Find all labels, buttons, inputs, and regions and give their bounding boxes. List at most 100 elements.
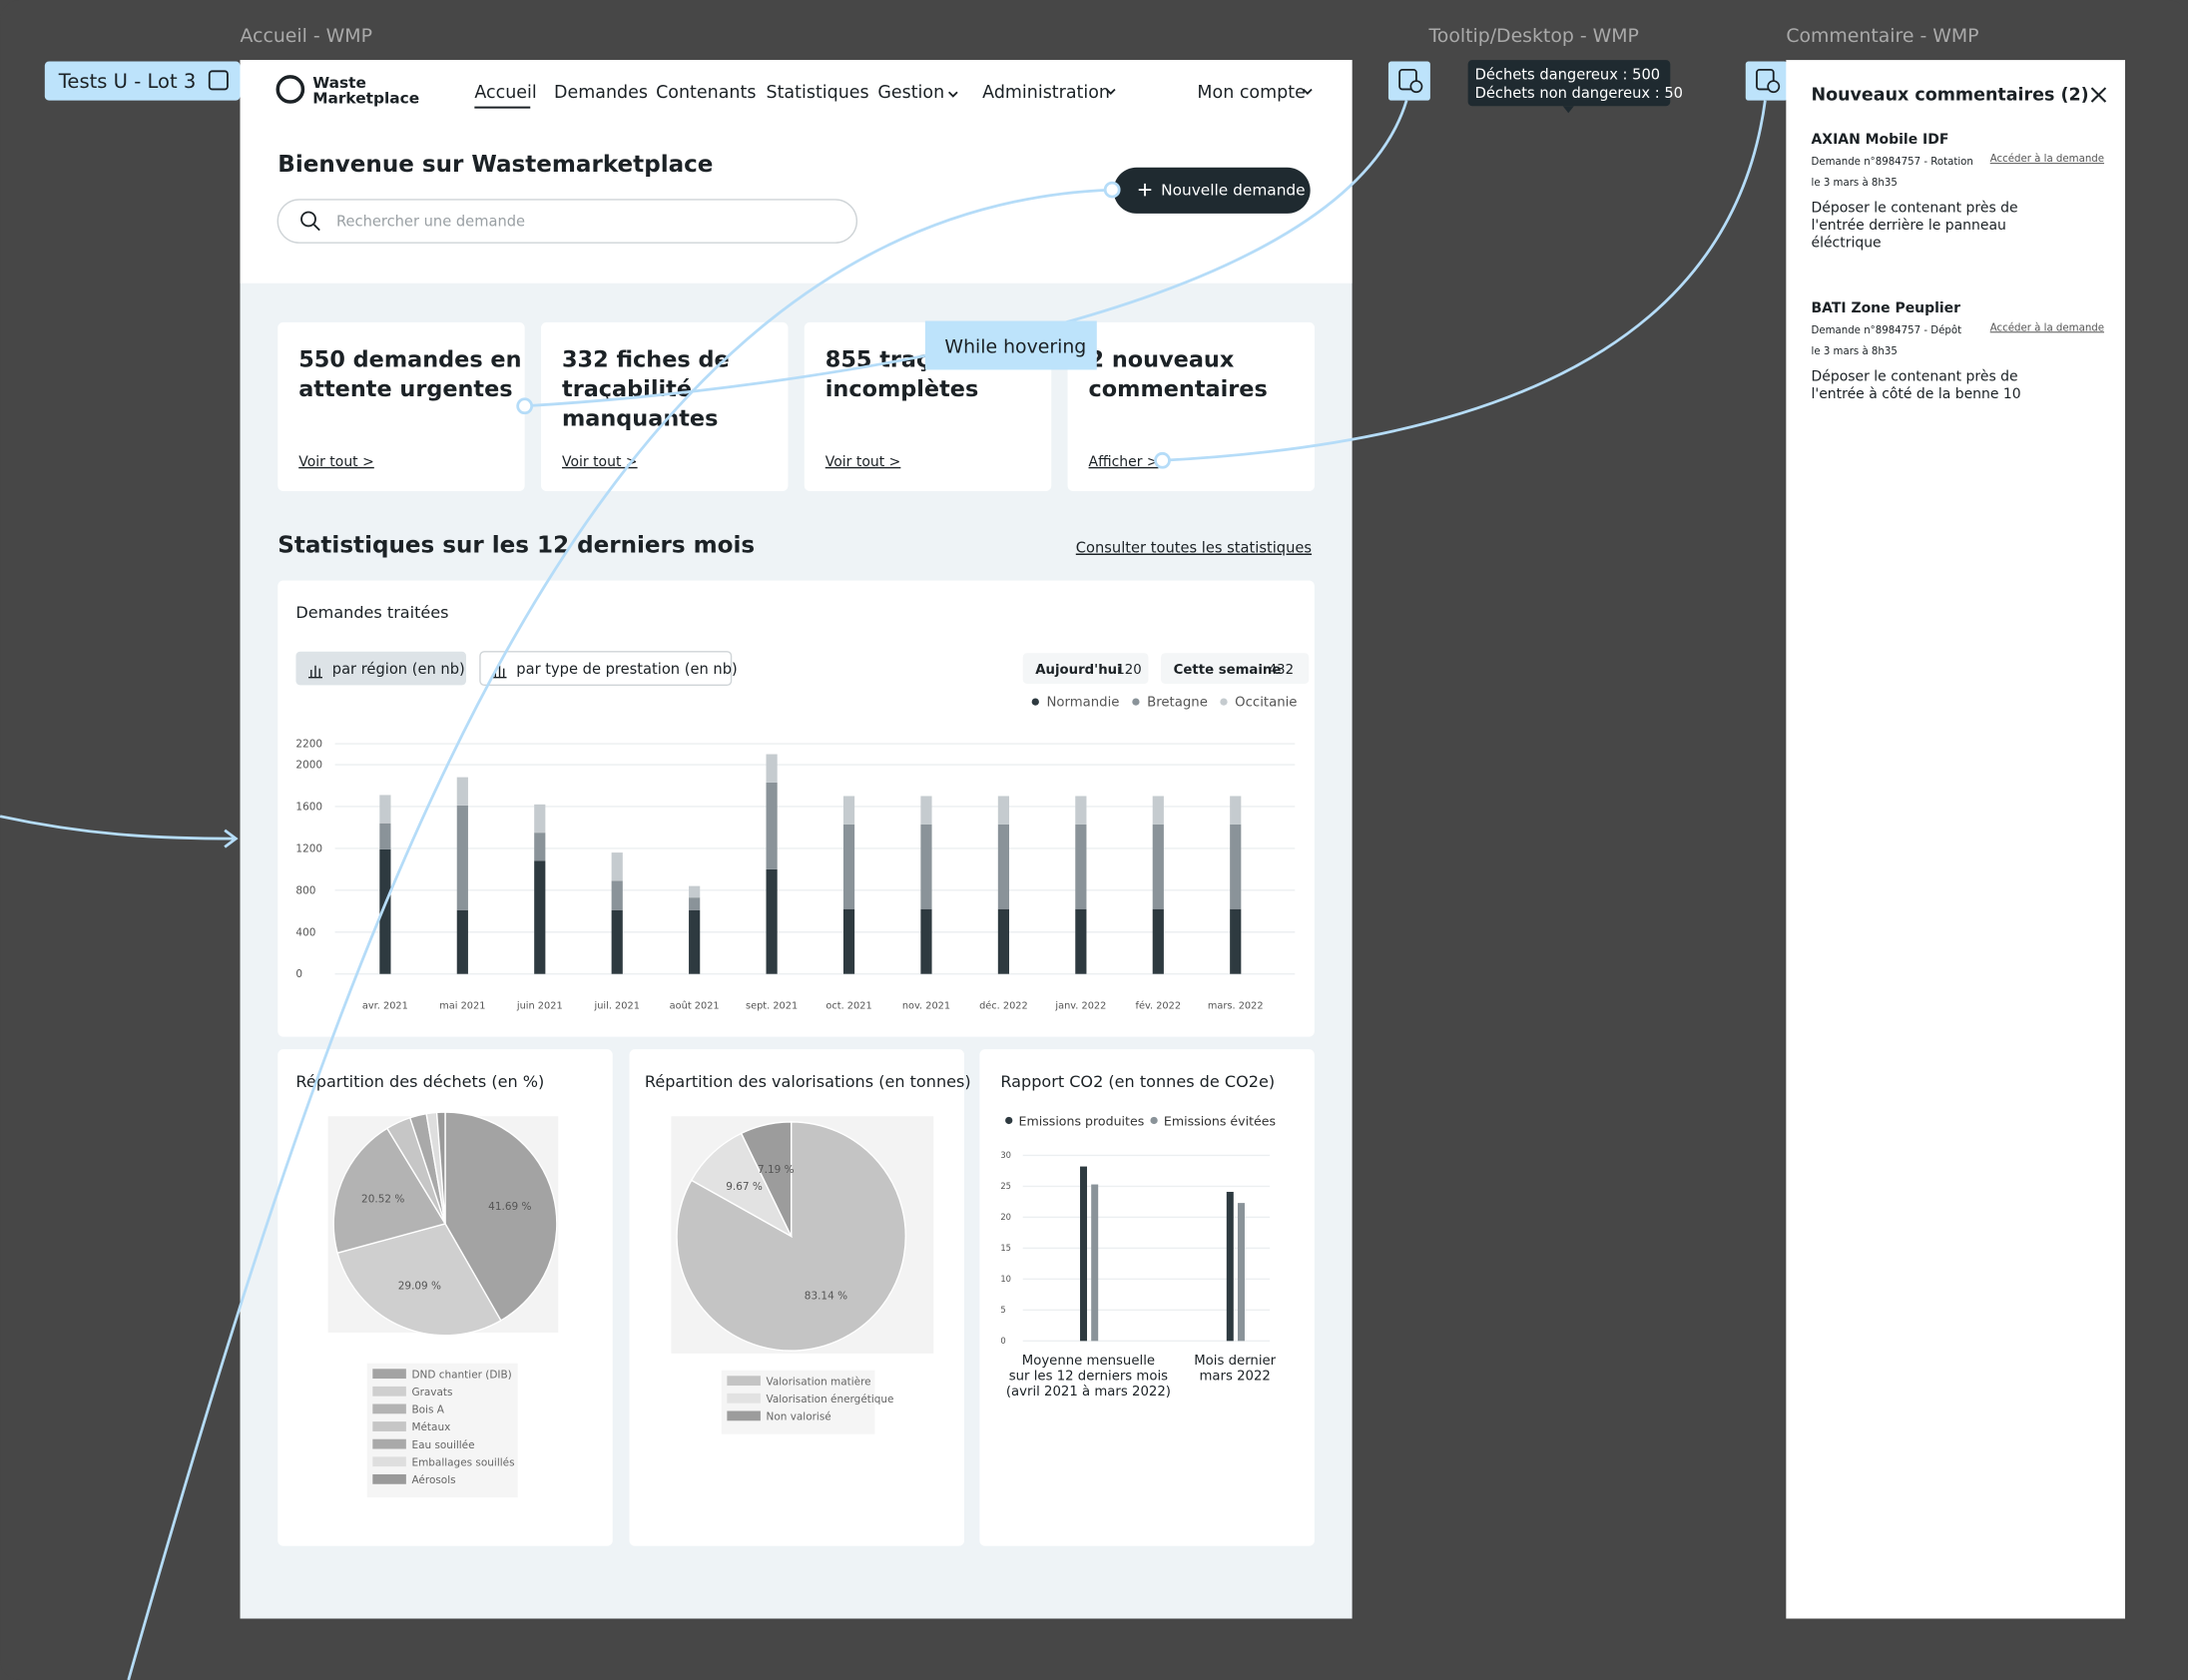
- comment-text: Déposer le contenant près de: [1811, 200, 2017, 216]
- bar-segment: [842, 908, 855, 974]
- x-tick-label: Mois dernier: [1194, 1354, 1276, 1369]
- icon-glyph: [1398, 68, 1417, 91]
- x-tick-label: fév. 2022: [1136, 1000, 1182, 1012]
- chart-title: Demandes traitées: [295, 603, 448, 622]
- comment-text: éléctrique: [1811, 235, 1881, 251]
- legend-label: DND chantier (DIB): [411, 1369, 511, 1381]
- link-node: [1103, 181, 1121, 199]
- stats-title: Statistiques sur les 12 derniers mois: [277, 533, 755, 559]
- bar-segment: [534, 833, 546, 861]
- badge-icon: [208, 70, 229, 91]
- x-tick-label: (avril 2021 à mars 2022): [1006, 1384, 1171, 1400]
- legend-label: Aérosols: [411, 1474, 455, 1486]
- link-line: [1162, 100, 1767, 462]
- nav-item[interactable]: Gestion: [877, 83, 944, 103]
- tab-label: par région (en nb): [332, 661, 465, 678]
- bar: [1080, 1166, 1088, 1342]
- bar-segment: [456, 777, 468, 806]
- nav-item[interactable]: Accueil: [474, 83, 536, 103]
- chart-title: Répartition des déchets (en %): [295, 1072, 544, 1091]
- legend-label: Eau souillée: [411, 1439, 474, 1451]
- new-request-button[interactable]: [1113, 167, 1311, 214]
- legend-swatch: [372, 1438, 406, 1449]
- pie-slice: [444, 1111, 558, 1322]
- comment-panel: [1786, 60, 2126, 1619]
- x-tick-label: avr. 2021: [362, 1001, 408, 1012]
- comment-icon[interactable]: [1387, 61, 1430, 101]
- legend-swatch: [372, 1369, 406, 1380]
- bar-segment: [766, 782, 778, 869]
- legend-swatch: [372, 1403, 406, 1414]
- legend-swatch: [372, 1456, 406, 1467]
- link-node: [516, 397, 534, 415]
- x-tick-label: mars. 2022: [1208, 1001, 1264, 1012]
- x-tick-label: janv. 2022: [1054, 1001, 1106, 1012]
- card: [277, 321, 525, 492]
- comment-icon[interactable]: [1745, 61, 1788, 101]
- card-title: incomplètes: [825, 376, 979, 402]
- icon-glyph: [1767, 80, 1781, 94]
- bar-segment: [997, 796, 1010, 825]
- y-tick-label: 400: [295, 926, 315, 938]
- stats-link[interactable]: Consulter toutes les statistiques: [1076, 540, 1312, 557]
- close-button[interactable]: [2090, 87, 2107, 103]
- bar-segment: [689, 897, 701, 910]
- bar-segment: [920, 908, 932, 974]
- tooltip: [1467, 60, 1671, 107]
- card-link[interactable]: Voir tout >: [562, 454, 638, 470]
- bar-segment: [611, 880, 623, 910]
- slice-label: 9.67 %: [726, 1181, 763, 1193]
- chart-title: Rapport CO2 (en tonnes de CO2e): [1000, 1072, 1275, 1091]
- link-node: [1154, 451, 1171, 469]
- tooltip-pointer: [1562, 106, 1574, 114]
- comment-link[interactable]: Accéder à la demande: [1990, 153, 2104, 165]
- nav-item[interactable]: Statistiques: [767, 83, 869, 103]
- card-link[interactable]: Voir tout >: [825, 454, 901, 470]
- comment-text: l'entrée à côté de la benne 10: [1811, 386, 2020, 402]
- tab-icon: [308, 665, 322, 679]
- tab[interactable]: [295, 651, 466, 686]
- card-link[interactable]: Voir tout >: [298, 454, 374, 470]
- bar-segment: [379, 848, 391, 974]
- x-tick-label: sur les 12 derniers mois: [1009, 1369, 1168, 1384]
- slice-label: 29.09 %: [398, 1280, 441, 1292]
- nav-item[interactable]: Contenants: [656, 83, 756, 103]
- tab[interactable]: [479, 651, 733, 687]
- search-icon: [312, 224, 320, 232]
- account[interactable]: Mon compte: [1197, 83, 1305, 103]
- x-tick-label: mars 2022: [1199, 1369, 1270, 1384]
- bar: [1091, 1184, 1099, 1342]
- link-line: [0, 815, 235, 840]
- bar-segment: [997, 908, 1010, 974]
- y-tick-label: 0: [295, 968, 302, 980]
- y-tick-label: 10: [1000, 1274, 1011, 1284]
- comment-link[interactable]: Accéder à la demande: [1990, 321, 2104, 333]
- badge[interactable]: [44, 61, 241, 101]
- x-tick-label: nov. 2021: [902, 1001, 950, 1012]
- legend-label: Valorisation matière: [767, 1376, 871, 1388]
- badge-text: Tests U - Lot 3: [58, 70, 197, 93]
- hover-label-text: While hovering: [944, 336, 1086, 358]
- link-line: [127, 188, 1113, 1680]
- card: [1067, 321, 1315, 492]
- comment-text: Déposer le contenant près de: [1811, 369, 2017, 385]
- search[interactable]: [276, 199, 858, 244]
- legend-label: Emballages souillés: [411, 1456, 514, 1468]
- card-title: 550 demandes en: [298, 347, 521, 373]
- legend-swatch: [372, 1421, 406, 1431]
- slice-label: 41.69 %: [488, 1201, 531, 1213]
- hover-label: [924, 320, 1097, 370]
- charts: Demandes traitées par région (en nb) par t…: [295, 603, 1310, 1498]
- panel-title: Nouveaux commentaires (2): [1811, 86, 2088, 106]
- bar-segment: [534, 804, 546, 834]
- card-link[interactable]: Afficher >: [1089, 454, 1159, 470]
- comment-date: le 3 mars à 8h35: [1811, 177, 1897, 189]
- bar-segment: [1230, 796, 1242, 825]
- y-tick-label: 15: [1000, 1243, 1011, 1253]
- nav-item[interactable]: Administration: [982, 83, 1110, 103]
- nav-item[interactable]: Demandes: [554, 83, 648, 103]
- bar-segment: [1075, 908, 1087, 974]
- legend-dot: [1132, 698, 1140, 706]
- kpi-value: 432: [1269, 663, 1294, 678]
- kpi-label: Cette semaine: [1174, 663, 1282, 678]
